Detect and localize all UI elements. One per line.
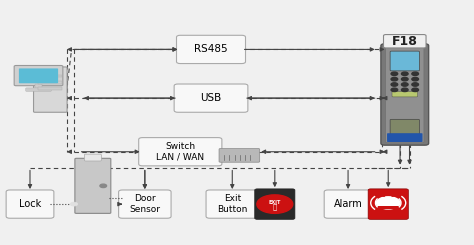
FancyBboxPatch shape: [174, 84, 248, 112]
Text: RS485: RS485: [194, 44, 228, 54]
Circle shape: [376, 197, 400, 209]
FancyBboxPatch shape: [390, 119, 419, 134]
Circle shape: [412, 77, 419, 81]
Circle shape: [401, 83, 408, 86]
Circle shape: [412, 72, 419, 75]
Text: Exit
Button: Exit Button: [217, 195, 247, 214]
Circle shape: [412, 88, 419, 92]
Text: ⮕: ⮕: [273, 204, 277, 210]
Bar: [376, 206, 400, 209]
Text: Door
Sensor: Door Sensor: [129, 195, 160, 214]
Circle shape: [391, 88, 398, 92]
Text: F18: F18: [392, 35, 418, 48]
FancyBboxPatch shape: [392, 92, 418, 97]
FancyBboxPatch shape: [387, 133, 422, 142]
FancyBboxPatch shape: [14, 65, 63, 86]
FancyBboxPatch shape: [34, 67, 67, 112]
Text: Switch
LAN / WAN: Switch LAN / WAN: [156, 142, 204, 161]
Circle shape: [391, 72, 398, 75]
FancyBboxPatch shape: [84, 154, 101, 161]
Circle shape: [257, 195, 293, 213]
FancyBboxPatch shape: [118, 190, 171, 218]
Bar: [38, 74, 63, 77]
Circle shape: [70, 202, 78, 206]
FancyBboxPatch shape: [139, 138, 222, 166]
FancyBboxPatch shape: [255, 189, 295, 219]
Text: USB: USB: [201, 93, 222, 103]
Text: EXIT: EXIT: [269, 200, 281, 205]
Circle shape: [412, 83, 419, 86]
FancyBboxPatch shape: [26, 88, 51, 91]
FancyBboxPatch shape: [219, 148, 260, 162]
Circle shape: [401, 72, 408, 75]
Bar: [38, 87, 63, 90]
FancyBboxPatch shape: [324, 190, 372, 218]
FancyBboxPatch shape: [390, 51, 419, 71]
Bar: [38, 81, 63, 84]
FancyBboxPatch shape: [206, 190, 258, 218]
FancyBboxPatch shape: [386, 46, 424, 143]
Text: Lock: Lock: [19, 199, 41, 209]
Circle shape: [391, 77, 398, 81]
Text: Alarm: Alarm: [334, 199, 363, 209]
Circle shape: [401, 77, 408, 81]
FancyBboxPatch shape: [368, 189, 408, 219]
Circle shape: [100, 184, 107, 187]
FancyBboxPatch shape: [176, 35, 246, 63]
Bar: [35, 84, 42, 89]
Circle shape: [391, 83, 398, 86]
FancyBboxPatch shape: [6, 190, 54, 218]
FancyBboxPatch shape: [381, 44, 428, 145]
FancyBboxPatch shape: [75, 158, 111, 213]
FancyBboxPatch shape: [19, 68, 58, 83]
FancyBboxPatch shape: [383, 35, 426, 48]
Circle shape: [401, 88, 408, 92]
